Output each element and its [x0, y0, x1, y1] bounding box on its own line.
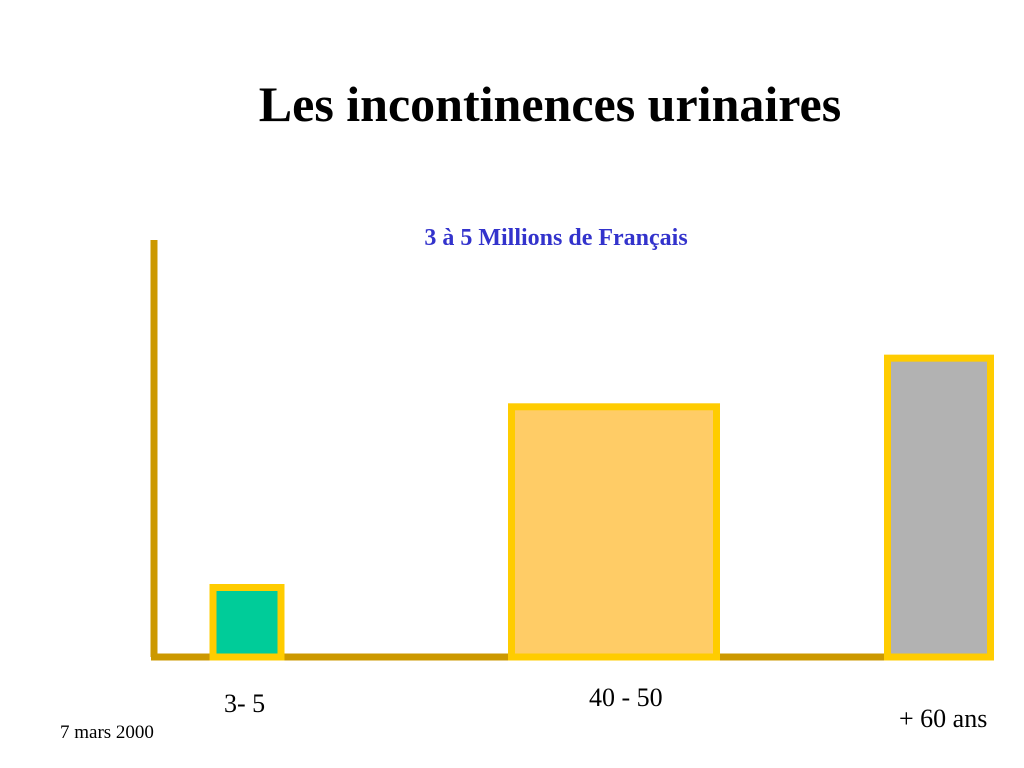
x-tick-label: + 60 ans: [899, 704, 988, 733]
bar-1: [508, 403, 720, 661]
chart-title: Les incontinences urinaires: [258, 76, 842, 132]
bar-2: [884, 354, 994, 661]
chart-subtitle: 3 à 5 Millions de Français: [424, 225, 688, 251]
bar-0: [209, 584, 285, 661]
footer-date: 7 mars 2000: [60, 722, 154, 743]
x-tick-label: 3- 5: [224, 689, 266, 718]
x-tick-label: 40 - 50: [589, 683, 663, 712]
